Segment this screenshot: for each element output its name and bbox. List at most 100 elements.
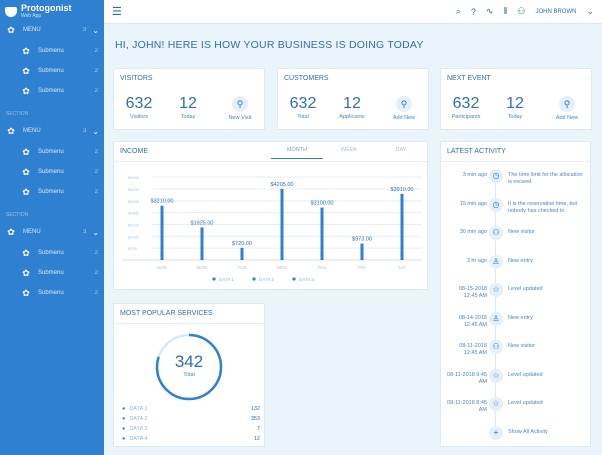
sidebar-menu[interactable]: ✿ MENU 3 ⌄ <box>0 225 104 239</box>
legend-label: DATA 3 <box>299 277 314 282</box>
stat-action-button[interactable]: ⚲ New Visit <box>218 95 262 121</box>
stat-secondary-label: Applicants <box>339 114 365 120</box>
bar[interactable] <box>200 227 204 260</box>
star-icon: ✿ <box>7 125 15 136</box>
tab-week[interactable]: WEEK <box>340 147 358 153</box>
chevron-down-icon[interactable]: ⌄ <box>92 126 99 136</box>
submenu-count: 2 <box>94 88 98 94</box>
sidebar-menu[interactable]: ✿ MENU 3 ⌄ <box>0 23 104 37</box>
stat-card: CUSTOMERS 632 Total 12 Applicants ⚲ Add New <box>277 68 429 130</box>
hamburger-menu-icon[interactable]: ☰ <box>112 6 122 18</box>
activity-icon[interactable]: ∿ <box>485 6 494 16</box>
star-icon: ✿ <box>22 247 30 258</box>
bullet-icon: ● <box>122 406 126 412</box>
activity-time: 30 min ago <box>459 229 487 235</box>
activity-text: The time limit for the allocation is exc… <box>508 172 583 185</box>
sidebar-submenu-item[interactable]: ✿ Submenu 2 <box>0 286 104 300</box>
search-icon[interactable]: ⌕ <box>455 6 461 16</box>
stat-primary-label: Total <box>297 114 309 120</box>
x-tick-label: MON <box>197 265 208 270</box>
columns-icon[interactable]: ⦀ <box>503 6 508 16</box>
stat-action-button[interactable]: ⚲ Add New <box>382 95 426 121</box>
services-legend-item: ● DATA 3 7 <box>122 426 260 432</box>
bar[interactable] <box>400 193 404 260</box>
stat-action-button[interactable]: ⚲ Add New <box>545 95 589 121</box>
tab-month[interactable]: MONTH <box>271 147 323 159</box>
star-icon: ✿ <box>22 287 30 298</box>
stat-card: NEXT EVENT 632 Participants 12 Today ⚲ Add … <box>440 68 592 130</box>
tab-day[interactable]: DAY <box>395 147 407 153</box>
sidebar-submenu-item[interactable]: ✿ Submenu 2 <box>0 44 104 58</box>
submenu-label: Submenu <box>38 250 64 256</box>
activity-time: 08-11-2018 12:45 AM <box>459 343 487 356</box>
stat-primary-value: 632 <box>289 95 317 112</box>
x-tick-label: WED <box>277 265 288 270</box>
page-title: HI, JOHN! HERE IS HOW YOUR BUSINESS IS D… <box>115 39 424 51</box>
activity-card: LATEST ACTIVITY 3 min ago ◷ The time limit… <box>440 141 591 447</box>
star-icon: ✿ <box>22 166 30 177</box>
stat-secondary-value: 12 <box>343 95 361 112</box>
visitor-icon: ⚇ <box>489 226 503 240</box>
stat-primary-value: 632 <box>125 95 153 112</box>
submenu-count: 2 <box>94 48 98 54</box>
sidebar-submenu-item[interactable]: ✿ Submenu 2 <box>0 165 104 179</box>
chevron-down-icon[interactable]: ⌄ <box>92 227 99 237</box>
bar-value-label: $4205.00 <box>271 182 294 188</box>
bar[interactable] <box>280 188 284 260</box>
bullet-icon: ● <box>122 436 126 442</box>
y-tick-label: $2800 <box>128 211 140 216</box>
logo[interactable]: Protogonist Web App <box>5 4 72 19</box>
stat-secondary-value: 12 <box>506 95 524 112</box>
legend-label: DATA 1 <box>219 277 234 282</box>
person-icon: ♙ <box>489 311 503 326</box>
bar[interactable] <box>320 207 324 260</box>
star-icon: ✿ <box>22 146 30 157</box>
sidebar-submenu-item[interactable]: ✿ Submenu 2 <box>0 84 104 98</box>
services-legend-item: ● DATA 4 12 <box>122 436 260 442</box>
stat-secondary-label: Today <box>180 114 196 120</box>
sidebar-submenu-item[interactable]: ✿ Submenu 2 <box>0 145 104 159</box>
chevron-down-icon[interactable]: ⌄ <box>92 25 99 35</box>
bar[interactable] <box>360 243 364 260</box>
bar-value-label: $1925.00 <box>191 220 214 226</box>
sidebar-submenu-item[interactable]: ✿ Submenu 2 <box>0 64 104 78</box>
x-tick-label: TUE <box>238 265 247 270</box>
person-icon: ♙ <box>489 254 503 269</box>
sidebar-submenu-item[interactable]: ✿ Submenu 2 <box>0 246 104 260</box>
sidebar-section-label: SECTION <box>6 111 29 117</box>
sidebar-menu[interactable]: ✿ MENU 3 ⌄ <box>0 124 104 138</box>
star-icon: ✿ <box>7 226 15 237</box>
x-tick-label: THU <box>317 265 326 270</box>
submenu-label: Submenu <box>38 149 64 155</box>
user-menu[interactable]: JOHN BROWN <box>535 8 577 15</box>
stat-card-title: VISITORS <box>120 75 153 82</box>
stat-card-title: CUSTOMERS <box>284 75 329 82</box>
bar-value-label: $3210.00 <box>151 199 174 205</box>
bullet-icon: ● <box>122 416 126 422</box>
add-person-icon: ⚲ <box>559 96 575 112</box>
help-icon[interactable]: ? <box>470 6 476 17</box>
activity-time: 3 min ago <box>462 172 487 178</box>
submenu-label: Submenu <box>38 270 64 276</box>
add-person-icon: ⚲ <box>232 96 248 112</box>
submenu-count: 2 <box>94 250 98 256</box>
chevron-down-icon[interactable]: ⌄ <box>586 6 594 16</box>
activity-time: 15 min ago <box>459 200 487 207</box>
activity-text: Level updated <box>508 400 543 406</box>
topbar: ☰ ⌕ ? ∿ ⦀ ⚇ JOHN BROWN ⌄ <box>104 0 602 24</box>
bar[interactable] <box>160 205 164 260</box>
stat-primary-value: 632 <box>452 95 480 112</box>
x-tick-label: FRI <box>358 265 365 270</box>
y-tick-label: $4900 <box>128 175 140 180</box>
star-icon: ✿ <box>22 186 30 197</box>
submenu-label: Submenu <box>38 88 64 94</box>
notifications-icon[interactable]: ⚇ <box>517 6 526 16</box>
bar[interactable] <box>240 247 244 260</box>
sidebar-menu-label: MENU <box>23 128 41 134</box>
star-icon: ✿ <box>7 24 15 35</box>
donut-progress-arc <box>155 333 223 401</box>
sidebar-submenu-item[interactable]: ✿ Submenu 2 <box>0 266 104 280</box>
activity-time: 08-11-2018 9:45 AM <box>447 371 487 385</box>
sidebar-submenu-item[interactable]: ✿ Submenu 2 <box>0 185 104 199</box>
legend-value: 353 <box>250 416 260 422</box>
